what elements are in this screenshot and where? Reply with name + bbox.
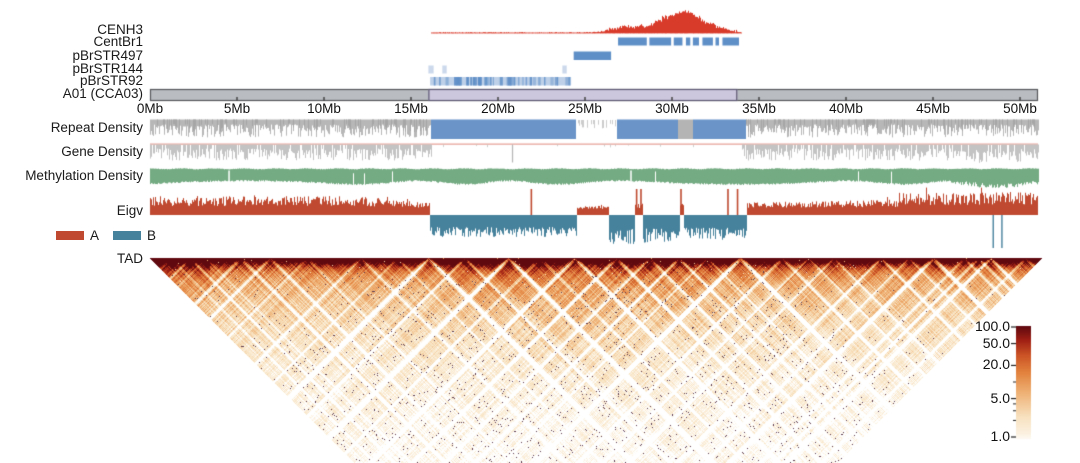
track-label-chromosome: A01 (CCA03) bbox=[62, 86, 143, 101]
compartment-legend: A B bbox=[56, 228, 156, 243]
track-label-repeat-density: Repeat Density bbox=[50, 120, 143, 135]
colorbar-tick-label: 20.0 bbox=[982, 356, 1010, 373]
axis-tick-label: 35Mb bbox=[742, 101, 776, 116]
track-label-eigv: Eigv bbox=[116, 203, 143, 218]
track-label-tad: TAD bbox=[117, 251, 143, 266]
track-label-pbrstr497: pBrSTR497 bbox=[72, 48, 143, 63]
colorbar-tick-label: 1.0 bbox=[990, 428, 1010, 444]
track-label-methylation-density: Methylation Density bbox=[25, 168, 143, 183]
axis-tick-label: 50Mb bbox=[1003, 101, 1037, 116]
axis-tick-label: 20Mb bbox=[481, 101, 515, 116]
compartment-a-label: A bbox=[90, 228, 100, 243]
axis-tick-label: 45Mb bbox=[916, 101, 950, 116]
colorbar-tick-label: 50.0 bbox=[982, 334, 1010, 351]
compartment-b-swatch bbox=[113, 231, 142, 240]
axis-tick-label: 30Mb bbox=[655, 101, 689, 116]
compartment-b-label: B bbox=[147, 228, 157, 243]
axis-tick-label: 40Mb bbox=[829, 101, 863, 116]
track-label-pbrstr144: pBrSTR144 bbox=[72, 61, 143, 76]
track-label-centbr1: CentBr1 bbox=[93, 34, 143, 49]
axis-tick-label: 5Mb bbox=[223, 101, 251, 116]
track-label-pbrstr92: pBrSTR92 bbox=[79, 73, 143, 88]
axis-tick-label: 10Mb bbox=[307, 101, 341, 116]
colorbar-tick-label: 100.0 bbox=[974, 318, 1010, 334]
track-label-cenh3: CENH3 bbox=[97, 22, 143, 37]
axis-tick-label: 0Mb bbox=[136, 101, 164, 116]
colorbar-tick-label: 5.0 bbox=[990, 389, 1010, 406]
axis-tick-label: 25Mb bbox=[568, 101, 602, 116]
axis-tick-label: 15Mb bbox=[394, 101, 428, 116]
track-label-gene-density: Gene Density bbox=[61, 144, 143, 159]
compartment-a-swatch bbox=[56, 231, 84, 240]
